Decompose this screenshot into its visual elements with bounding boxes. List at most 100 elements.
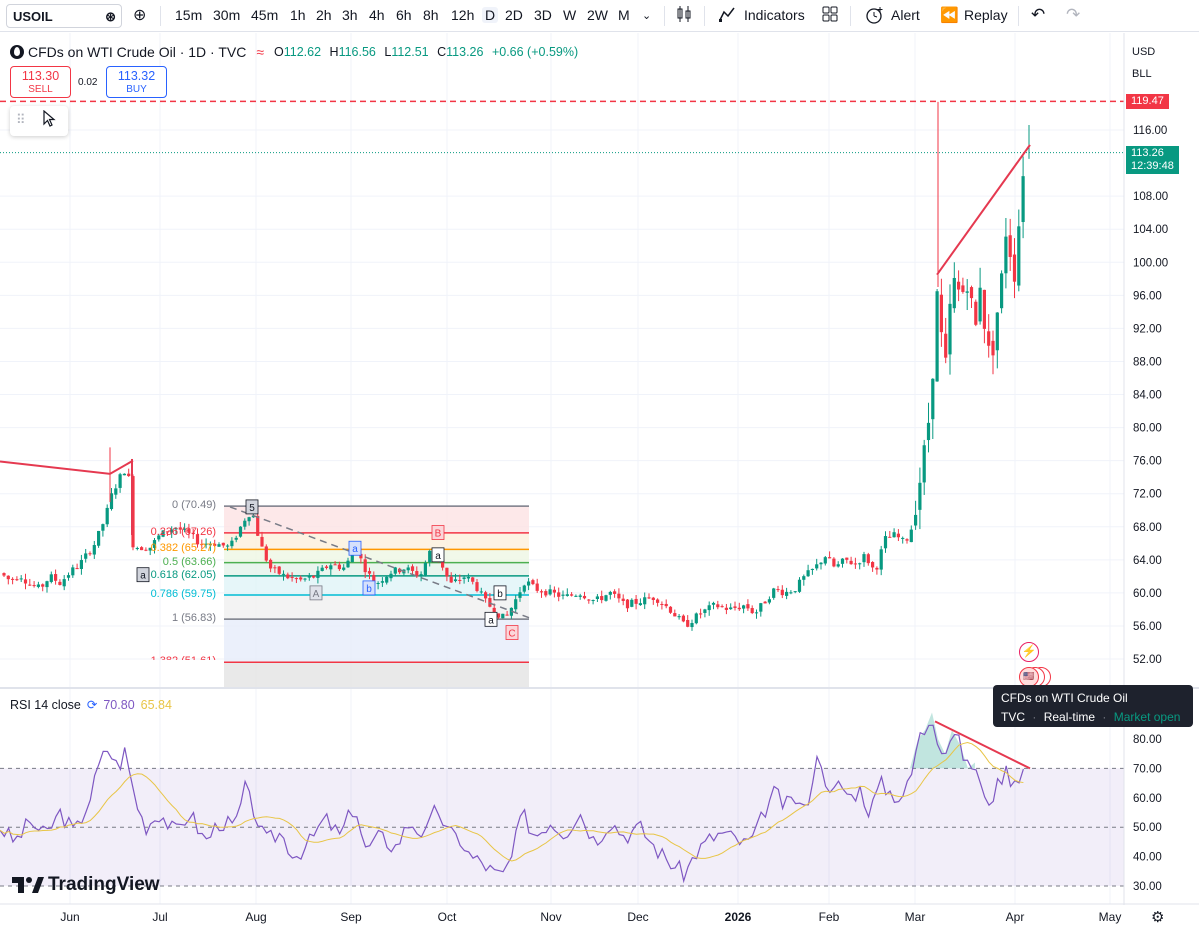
candle-body <box>656 599 660 603</box>
wave-label-box <box>136 567 150 583</box>
candle-body <box>84 553 88 559</box>
price-tick-label: 56.00 <box>1133 621 1162 633</box>
interval-1h[interactable]: 1h <box>290 7 306 23</box>
interval-m[interactable]: M <box>618 7 630 23</box>
candle-body <box>729 607 733 610</box>
candle-body <box>1000 273 1004 309</box>
replay-icon[interactable]: ⏪ <box>940 7 959 24</box>
dividend-event-icon[interactable]: ⚡ <box>1019 642 1039 662</box>
sell-button[interactable]: 113.30 SELL <box>10 66 71 98</box>
add-symbol-icon[interactable]: ⊕ <box>133 7 147 24</box>
candle-body <box>385 576 389 583</box>
wave-label-box <box>493 585 507 601</box>
candle-body <box>247 517 251 522</box>
layouts-icon[interactable] <box>821 5 839 28</box>
candle-body <box>789 592 793 594</box>
interval-15m[interactable]: 15m <box>175 7 203 23</box>
interval-8h[interactable]: 8h <box>423 7 439 23</box>
price-tick-label: 68.00 <box>1133 522 1162 534</box>
candle-body <box>518 592 522 598</box>
interval-12h[interactable]: 12h <box>451 7 475 23</box>
tooltip-status: Market open <box>1113 710 1181 724</box>
candle-body <box>630 599 634 607</box>
symbol-search[interactable]: USOIL ⊛ <box>6 4 122 28</box>
redo-icon[interactable]: ↷ <box>1066 5 1081 24</box>
alarm-clock-icon[interactable] <box>865 5 885 30</box>
interval-45m[interactable]: 45m <box>251 7 279 23</box>
candle-body <box>561 594 565 596</box>
interval-2d[interactable]: 2D <box>505 7 523 23</box>
interval-d[interactable]: D <box>482 7 499 23</box>
interval-3h[interactable]: 3h <box>342 7 358 23</box>
fib-retracement <box>224 505 529 688</box>
trend-line-june <box>0 459 134 475</box>
candle-body <box>471 577 475 582</box>
price-tick-label: 80.00 <box>1133 423 1162 435</box>
interval-3d[interactable]: 3D <box>534 7 552 23</box>
price-tick-label: 76.00 <box>1133 456 1162 468</box>
candle-body <box>987 331 991 346</box>
interval-6h[interactable]: 6h <box>396 7 412 23</box>
rsi-line <box>0 724 1024 884</box>
candle-body <box>767 599 771 603</box>
gear-icon[interactable]: ⚙ <box>1151 909 1165 926</box>
candle-body <box>92 545 96 555</box>
replay-button[interactable]: Replay <box>964 7 1008 23</box>
candle-body <box>944 333 948 358</box>
candle-body <box>720 606 724 608</box>
rsi-pane <box>0 712 1124 887</box>
candle-body <box>312 575 316 578</box>
wave-label-box <box>431 547 445 563</box>
legend-ohlc: O112.62 H116.56 L112.51 C113.26 +0.66 (+… <box>274 45 579 59</box>
indicators-icon[interactable] <box>718 5 736 28</box>
compare-icon[interactable]: ⊛ <box>105 9 116 24</box>
candle-body <box>535 583 539 591</box>
time-tick-label: Feb <box>819 910 840 924</box>
interval-2h[interactable]: 2h <box>316 7 332 23</box>
chevron-down-icon[interactable]: ⌄ <box>642 10 652 22</box>
alert-button[interactable]: Alert <box>891 7 920 23</box>
drag-handle-icon[interactable]: ⠿ <box>16 112 26 127</box>
buy-button[interactable]: 113.32 BUY <box>106 66 167 98</box>
sell-label: SELL <box>28 84 53 95</box>
candle-body <box>256 515 260 536</box>
candle-body <box>501 613 505 619</box>
candle-body <box>957 281 961 290</box>
fib-level-label: 0.5 (63.66) <box>162 555 216 568</box>
candle-body <box>410 566 415 571</box>
candle-body <box>221 542 225 546</box>
candle-body <box>170 529 174 533</box>
candles-icon[interactable] <box>676 5 692 28</box>
currency-button[interactable]: USD <box>1132 46 1156 58</box>
undo-icon[interactable]: ↶ <box>1031 5 1046 24</box>
candle-body <box>406 567 410 571</box>
candle-body <box>217 544 221 547</box>
tradingview-logo[interactable]: TradingView <box>12 874 160 896</box>
candle-body <box>939 294 943 333</box>
candle-body <box>367 571 372 574</box>
candle-body <box>883 536 888 549</box>
price-chart[interactable]: 5 Ba A b b a Ca a 116.00 108.00 104.00 100.00 96.00… <box>0 33 1199 931</box>
candle-body <box>109 493 114 510</box>
indicators-button[interactable]: Indicators <box>744 7 805 23</box>
unit-button[interactable]: BLL <box>1132 68 1152 80</box>
rsi-title[interactable]: RSI 14 close <box>10 697 81 712</box>
wave-label: C <box>508 629 515 640</box>
candle-body <box>105 507 109 525</box>
fib-level-label: 1 (56.83) <box>171 612 216 625</box>
interval-w[interactable]: W <box>563 7 577 23</box>
candle-body <box>97 530 101 546</box>
candle-body <box>733 606 737 608</box>
candle-body <box>238 526 243 537</box>
interval-4h[interactable]: 4h <box>369 7 385 23</box>
candle-body <box>62 579 66 587</box>
cursor-icon[interactable] <box>42 109 56 131</box>
candle-body <box>660 603 664 605</box>
candle-body <box>226 545 230 547</box>
interval-2w[interactable]: 2W <box>587 7 608 23</box>
toolbar-divider <box>704 6 705 26</box>
interval-30m[interactable]: 30m <box>213 7 241 23</box>
candle-body <box>918 482 922 510</box>
economic-events-icon[interactable]: 🇺🇸 <box>1019 667 1053 687</box>
legend-title[interactable]: CFDs on WTI Crude Oil · 1D · TVC <box>28 44 247 60</box>
